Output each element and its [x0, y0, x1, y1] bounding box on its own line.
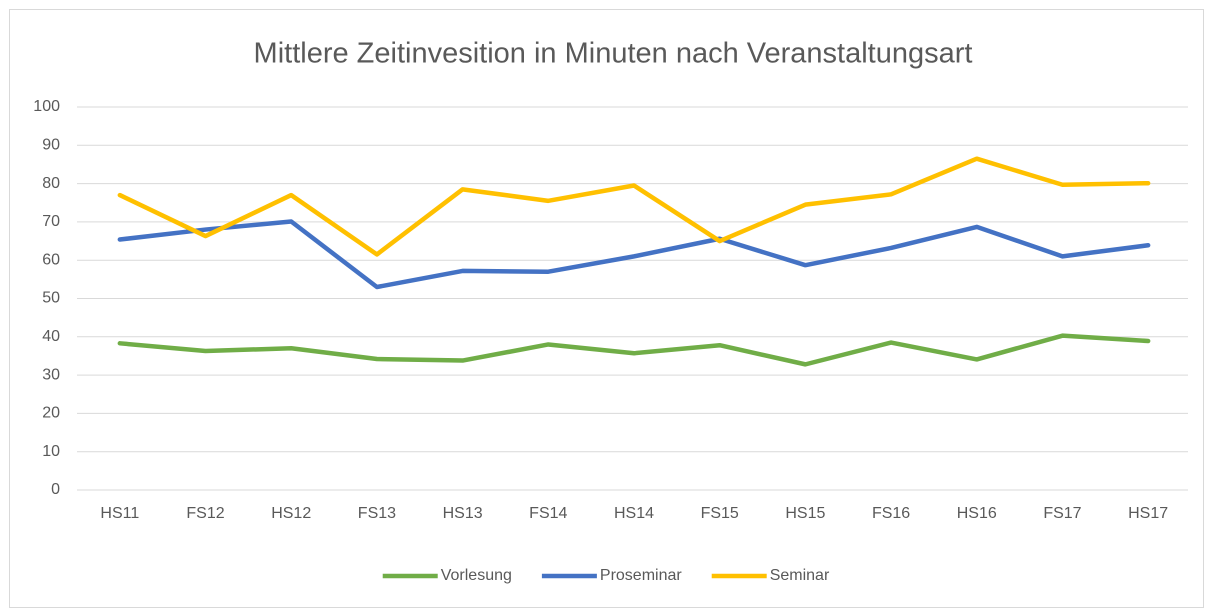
x-tick-label: HS14 [614, 505, 654, 522]
y-tick-label: 70 [42, 213, 60, 230]
legend-label: Seminar [770, 567, 830, 584]
y-tick-label: 60 [42, 251, 60, 268]
x-tick-label: FS13 [358, 505, 396, 522]
x-tick-label: HS11 [100, 505, 139, 522]
y-tick-label: 80 [42, 175, 60, 192]
x-tick-label: FS12 [186, 505, 224, 522]
y-tick-label: 100 [33, 98, 60, 115]
x-tick-label: HS15 [785, 505, 825, 522]
y-tick-label: 50 [42, 290, 60, 307]
chart-title: Mittlere Zeitinvesition in Minuten nach … [254, 38, 973, 70]
series-line [117, 219, 1151, 290]
y-tick-label: 30 [42, 366, 60, 383]
x-tick-label: FS15 [701, 505, 739, 522]
x-tick-label: HS12 [271, 505, 311, 522]
x-tick-label: HS16 [957, 505, 997, 522]
x-tick-label: FS17 [1043, 505, 1081, 522]
y-tick-label: 20 [42, 405, 60, 422]
x-tick-label: HS13 [443, 505, 483, 522]
y-tick-label: 90 [42, 137, 60, 154]
y-tick-label: 0 [51, 481, 60, 498]
series-line [117, 333, 1151, 367]
x-tick-label: HS17 [1128, 505, 1168, 522]
y-tick-label: 40 [42, 328, 60, 345]
x-tick-label: FS14 [529, 505, 567, 522]
chart-border [9, 9, 1204, 608]
legend-label: Proseminar [600, 567, 682, 584]
y-tick-label: 10 [42, 443, 60, 460]
series-line [117, 156, 1151, 257]
x-tick-label: FS16 [872, 505, 910, 522]
legend-label: Vorlesung [441, 567, 512, 584]
